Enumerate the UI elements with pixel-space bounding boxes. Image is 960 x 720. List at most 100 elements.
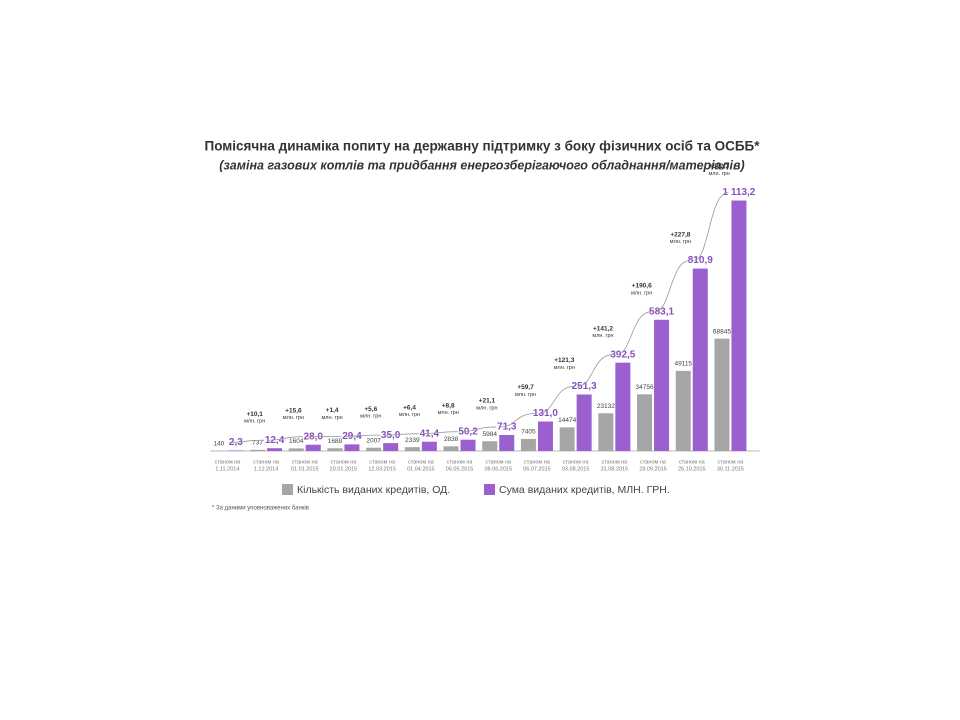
annotation: млн. грн xyxy=(283,415,304,421)
x-tick-label: станом на xyxy=(331,459,358,465)
annotation: млн. грн xyxy=(670,239,691,245)
annotation: +10,1 xyxy=(246,411,263,418)
bar xyxy=(250,449,266,451)
bar xyxy=(267,448,283,451)
bar xyxy=(443,446,459,451)
annotation: +59,7 xyxy=(517,384,534,391)
value-label: 68845 xyxy=(713,328,731,335)
x-tick-label: станом на xyxy=(601,459,628,465)
legend-swatch xyxy=(282,484,293,495)
value-label: 12,4 xyxy=(265,435,285,446)
bar xyxy=(559,427,575,451)
arrow xyxy=(654,260,690,313)
chart-subtitle: (заміна газових котлів та придбання енер… xyxy=(219,158,744,172)
x-tick-label: станом на xyxy=(214,459,241,465)
x-tick-label: станом на xyxy=(408,459,435,465)
value-label: 140 xyxy=(213,440,224,447)
x-tick-label: 31.08.2015 xyxy=(601,466,629,472)
bar xyxy=(305,444,321,451)
bar xyxy=(366,447,382,451)
chart-title: Помісячна динаміка попиту на державну пі… xyxy=(204,139,760,154)
x-tick-label: станом на xyxy=(292,459,319,465)
annotation: млн. грн xyxy=(399,412,420,418)
x-tick-label: 08.06.2015 xyxy=(484,466,512,472)
value-label: 5984 xyxy=(483,431,498,438)
annotation: +21,1 xyxy=(479,398,496,405)
annotation: млн. грн xyxy=(244,419,265,425)
bar xyxy=(460,439,476,451)
legend-label: Кількість виданих кредитів, ОД. xyxy=(297,484,450,496)
bar xyxy=(327,448,343,451)
arrow xyxy=(500,413,535,428)
annotation: млн. грн xyxy=(515,392,536,398)
annotation: млн. грн xyxy=(631,290,652,296)
bar xyxy=(421,441,437,451)
x-tick-label: 26.10.2015 xyxy=(678,466,706,472)
x-tick-label: станом на xyxy=(447,459,474,465)
annotation: млн. грн xyxy=(476,405,497,411)
bar xyxy=(654,319,670,451)
bar xyxy=(637,394,653,451)
bar xyxy=(714,338,730,451)
value-label: 14474 xyxy=(558,417,576,424)
x-tick-label: 20.01.2015 xyxy=(330,466,358,472)
bar xyxy=(576,394,592,451)
annotation: +121,3 xyxy=(554,357,574,364)
bar xyxy=(598,413,614,451)
bar xyxy=(344,444,360,451)
bar xyxy=(383,443,399,451)
x-tick-label: 12.03.2015 xyxy=(368,466,396,472)
annotation: +227,8 xyxy=(670,231,690,238)
annotation: +6,4 xyxy=(403,404,416,411)
x-tick-label: 03.08.2015 xyxy=(562,466,590,472)
x-tick-label: станом на xyxy=(640,459,667,465)
annotation: +8,8 xyxy=(442,402,455,409)
bar xyxy=(228,450,244,451)
bar xyxy=(731,200,747,451)
value-label: 50,2 xyxy=(458,426,478,437)
legend-label: Сума виданих кредитів, МЛН. ГРН. xyxy=(499,484,670,496)
annotation: млн. грн xyxy=(554,365,575,371)
annotation: +141,2 xyxy=(593,325,613,332)
annotation: млн. грн xyxy=(438,410,459,416)
annotation: +1,4 xyxy=(326,407,339,414)
value-label: 392,5 xyxy=(610,349,635,360)
value-label: 251,3 xyxy=(572,381,597,392)
value-label: 23132 xyxy=(597,403,615,410)
x-tick-label: станом на xyxy=(253,459,280,465)
arrow xyxy=(693,192,729,261)
value-label: 1604 xyxy=(289,438,304,445)
bar xyxy=(520,438,536,451)
arrow xyxy=(268,436,303,441)
bar xyxy=(692,268,708,451)
legend-swatch xyxy=(484,484,495,495)
arrow xyxy=(229,439,265,443)
value-label: 2838 xyxy=(444,436,459,443)
arrow xyxy=(577,354,613,387)
value-label: 737 xyxy=(252,440,263,447)
x-tick-label: 30.11.2015 xyxy=(717,466,744,472)
annotation: млн. грн xyxy=(592,333,613,339)
bar xyxy=(537,421,553,451)
arrow xyxy=(345,434,381,437)
x-tick-label: станом на xyxy=(563,459,590,465)
x-tick-label: 01.04.2015 xyxy=(407,466,435,472)
x-tick-label: 28.09.2015 xyxy=(639,466,667,472)
bar xyxy=(675,370,691,451)
bar xyxy=(482,441,498,451)
annotation: млн. грн xyxy=(709,171,730,177)
annotation: млн. грн xyxy=(322,415,343,421)
value-label: 1688 xyxy=(328,438,343,445)
x-tick-label: станом на xyxy=(718,459,745,465)
value-label: 2339 xyxy=(405,437,420,444)
value-label: 1 113,2 xyxy=(723,187,756,198)
value-label: 2007 xyxy=(366,437,381,444)
value-label: 34756 xyxy=(636,384,654,391)
x-tick-label: 1.11.2014 xyxy=(215,466,239,472)
bar xyxy=(288,448,304,451)
arrow xyxy=(538,386,574,414)
x-tick-label: станом на xyxy=(485,459,512,465)
x-tick-label: станом на xyxy=(679,459,706,465)
value-label: 71,3 xyxy=(497,422,517,433)
arrow xyxy=(422,431,458,435)
